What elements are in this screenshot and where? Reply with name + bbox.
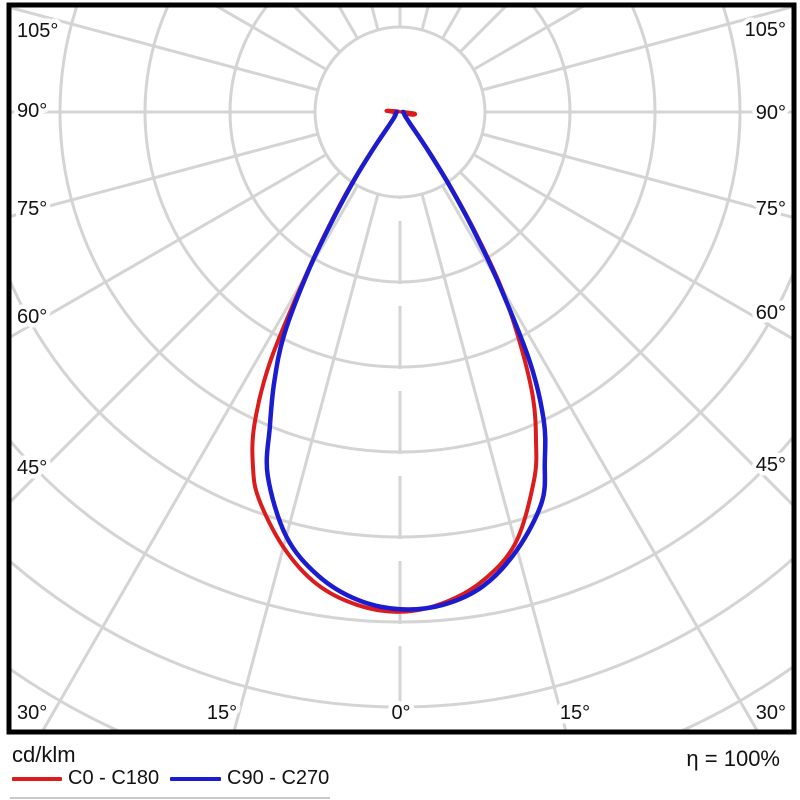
grid-spoke (11, 153, 328, 339)
grid-spoke (459, 171, 792, 506)
angle-labels: 105° 90° 75° 60° 45° 30° 15° 0° 15° 30° 105° 90° 75°… (13, 15, 791, 729)
ring-label-blank (382, 284, 418, 306)
angle-label: 30° (17, 702, 47, 724)
legend-swatch-c90-c270 (170, 777, 221, 781)
legend: C0 - C180 C90 - C270 (0, 767, 420, 793)
bottom-partial-rule (10, 797, 330, 799)
angle-label: 60° (756, 302, 786, 324)
grid-spoke (11, 7, 319, 92)
angle-label: 60° (17, 306, 47, 328)
grid-spoke (472, 153, 792, 340)
units-label: cd/klm (12, 742, 76, 767)
grid-spoke (11, 171, 341, 503)
angle-label: 0° (391, 702, 410, 724)
ring-label-blank (382, 369, 418, 391)
angle-label: 75° (17, 198, 47, 220)
angle-label: 45° (17, 457, 47, 479)
grid-spoke (11, 132, 319, 218)
ring-label-blank (382, 199, 418, 221)
chart-frame (6, 2, 797, 735)
ring-label-blank (382, 454, 418, 476)
grid-spoke (481, 132, 792, 219)
angle-label: 15° (560, 702, 590, 724)
angle-label: 90° (756, 102, 786, 124)
grid-spoke (232, 193, 380, 730)
angle-label: 105° (745, 19, 786, 41)
ring-label-blank (382, 709, 418, 730)
grid-spoke (481, 7, 792, 92)
angle-label: 75° (756, 198, 786, 220)
legend-label-c0-c180: C0 - C180 (68, 767, 160, 789)
angle-label: 45° (756, 454, 786, 476)
angle-label: 30° (756, 702, 786, 724)
grid-spoke (472, 7, 584, 71)
angle-label: 15° (207, 702, 237, 724)
legend-label-c90-c270: C90 - C270 (227, 767, 330, 789)
legend-swatch-c0-c180 (12, 777, 62, 781)
efficiency-label: η = 100% (686, 746, 780, 771)
angle-label: 90° (17, 100, 47, 122)
angle-label: 105° (17, 20, 58, 42)
intensity-curves (250, 108, 548, 614)
grid-spoke (420, 193, 568, 730)
grid-spoke (216, 7, 328, 71)
curve-c90-c270 (264, 109, 548, 612)
ring-label-blank (382, 539, 418, 561)
ring-label-blank (382, 624, 418, 646)
